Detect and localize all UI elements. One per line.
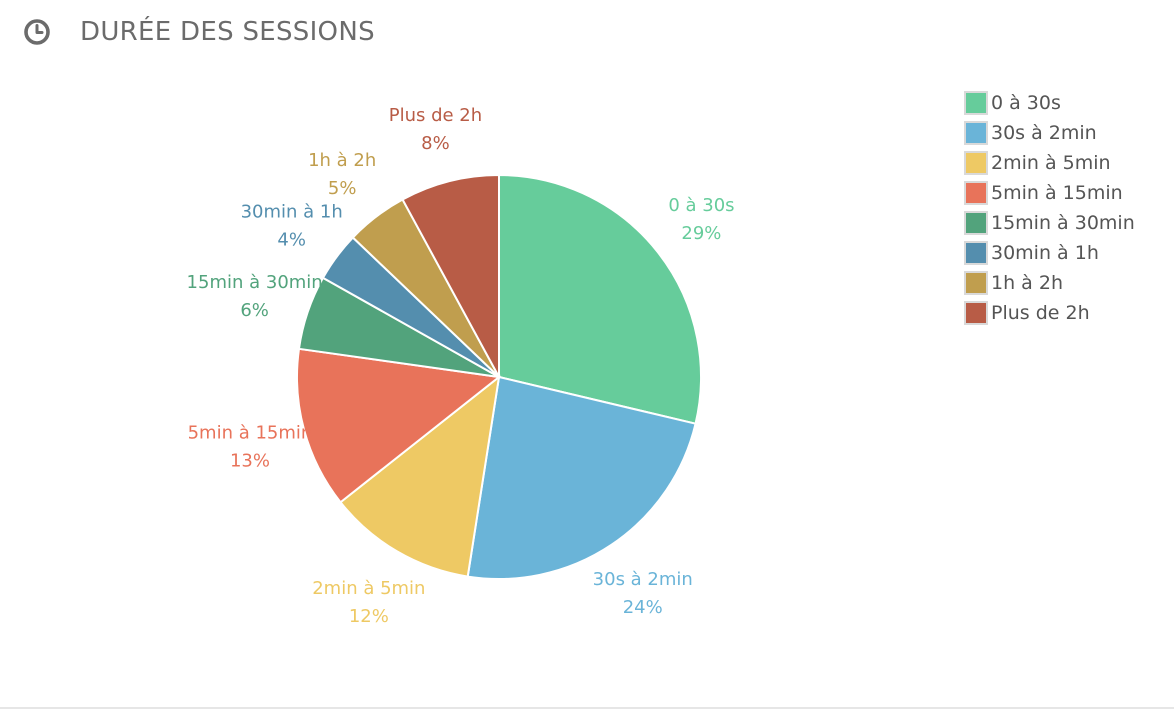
- legend-label: 30s à 2min: [991, 122, 1097, 144]
- legend-label: 1h à 2h: [991, 272, 1063, 294]
- legend-label: 15min à 30min: [991, 212, 1135, 234]
- pie-slices: [296, 173, 702, 580]
- slice-percent-7: 5%: [328, 178, 357, 199]
- pie-slice-8[interactable]: [401, 173, 500, 378]
- legend-item-3[interactable]: 2min à 5min: [964, 148, 1164, 178]
- slice-percent-3: 12%: [349, 606, 389, 627]
- legend-item-7[interactable]: 1h à 2h: [964, 268, 1164, 298]
- legend-item-6[interactable]: 30min à 1h: [964, 238, 1164, 268]
- slice-label-1: 0 à 30s: [668, 195, 734, 216]
- slice-percent-1: 29%: [681, 223, 721, 244]
- legend-swatch: [964, 181, 988, 205]
- slice-label-7: 1h à 2h: [308, 150, 376, 171]
- legend-swatch: [964, 91, 988, 115]
- legend-swatch: [964, 151, 988, 175]
- pie-labels: 0 à 30s 29% 30s à 2min 24% 2min à 5min 12% 5mi…: [187, 105, 735, 627]
- chart-legend: 0 à 30s 30s à 2min 2min à 5min 5min à 15min…: [964, 88, 1164, 328]
- slice-percent-2: 24%: [623, 597, 663, 618]
- pie-slice-4[interactable]: [296, 347, 502, 504]
- legend-swatch: [964, 211, 988, 235]
- slice-percent-4: 13%: [230, 450, 270, 471]
- legend-swatch: [964, 241, 988, 265]
- pie-slice-1[interactable]: [498, 173, 702, 425]
- bottom-divider: [0, 707, 1174, 709]
- legend-label: 5min à 15min: [991, 182, 1123, 204]
- chart-header: DURÉE DES SESSIONS: [22, 14, 375, 50]
- slice-label-5: 15min à 30min: [187, 272, 323, 293]
- legend-label: 30min à 1h: [991, 242, 1099, 264]
- chart-title: DURÉE DES SESSIONS: [80, 17, 375, 47]
- slice-label-6: 30min à 1h: [241, 201, 343, 222]
- legend-swatch: [964, 121, 988, 145]
- slice-label-2: 30s à 2min: [593, 569, 693, 590]
- legend-item-2[interactable]: 30s à 2min: [964, 118, 1164, 148]
- legend-label: 0 à 30s: [991, 92, 1061, 114]
- legend-label: Plus de 2h: [991, 302, 1090, 324]
- pie-slice-2[interactable]: [466, 375, 697, 580]
- legend-item-4[interactable]: 5min à 15min: [964, 178, 1164, 208]
- legend-label: 2min à 5min: [991, 152, 1111, 174]
- pie-slice-3[interactable]: [339, 374, 501, 578]
- legend-item-5[interactable]: 15min à 30min: [964, 208, 1164, 238]
- legend-item-8[interactable]: Plus de 2h: [964, 298, 1164, 328]
- slice-label-3: 2min à 5min: [312, 578, 425, 599]
- slice-percent-8: 8%: [421, 133, 450, 154]
- legend-swatch: [964, 301, 988, 325]
- slice-label-4: 5min à 15min: [188, 422, 313, 443]
- slice-percent-5: 6%: [240, 300, 269, 321]
- clock-icon: [24, 19, 50, 45]
- legend-swatch: [964, 271, 988, 295]
- slice-label-8: Plus de 2h: [389, 105, 482, 126]
- slice-percent-6: 4%: [277, 229, 306, 250]
- legend-item-1[interactable]: 0 à 30s: [964, 88, 1164, 118]
